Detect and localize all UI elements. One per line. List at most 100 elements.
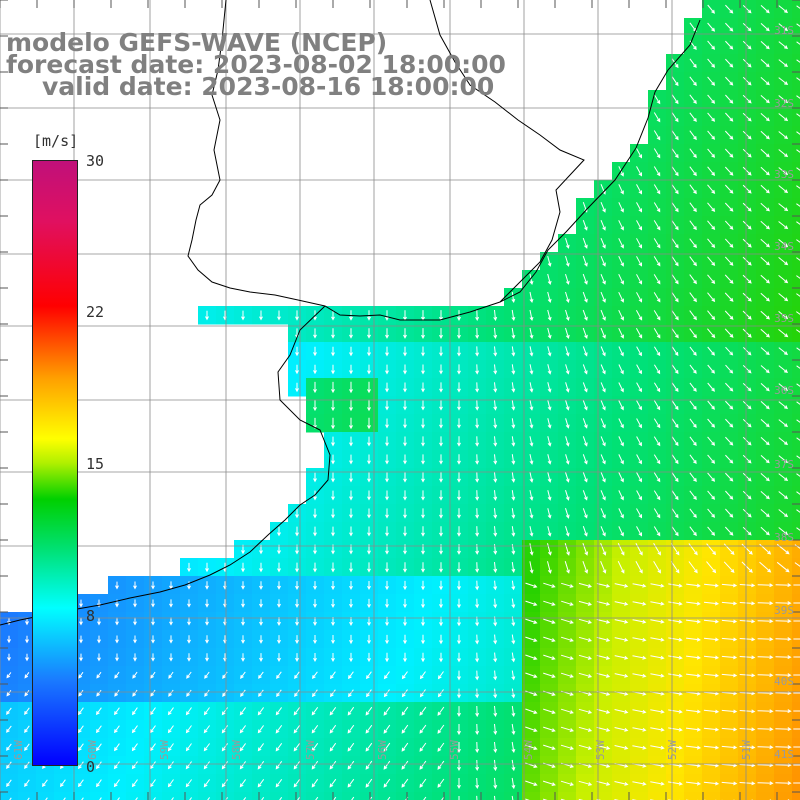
wind-vector-arrow [636, 220, 642, 231]
wind-vector-arrow [671, 256, 679, 267]
wind-speed-cell [792, 216, 800, 235]
wind-speed-cell [792, 18, 800, 37]
wind-speed-cell [774, 792, 793, 800]
wind-vector-arrow [401, 778, 409, 788]
wind-speed-cell [72, 792, 91, 800]
wind-vector-arrow [439, 382, 443, 393]
wind-vector-arrow [796, 527, 800, 531]
wind-vector-arrow [760, 95, 770, 104]
wind-vector-arrow [511, 309, 516, 322]
wind-vector-arrow [614, 601, 629, 606]
wind-vector-arrow [511, 598, 516, 609]
longitude-label: 52W [666, 740, 679, 760]
wind-vector-arrow [739, 655, 756, 660]
wind-vector-arrow [565, 526, 570, 537]
wind-vector-arrow [437, 689, 444, 698]
wind-vector-arrow [525, 654, 538, 660]
wind-vector-arrow [653, 220, 661, 231]
wind-vector-arrow [525, 672, 538, 678]
wind-vector-arrow [778, 257, 789, 266]
wind-vector-arrow [707, 436, 716, 446]
wind-vector-arrow [6, 779, 12, 788]
wind-vector-arrow [221, 707, 229, 716]
wind-vector-arrow [725, 94, 734, 104]
wind-vector-arrow [313, 635, 317, 645]
wind-vector-arrow [760, 365, 770, 374]
wind-vector-arrow [689, 256, 697, 267]
wind-vector-arrow [311, 760, 319, 770]
wind-vector-arrow [547, 364, 552, 375]
wind-vector-arrow [367, 562, 371, 573]
wind-vector-arrow [275, 743, 283, 752]
wind-vector-arrow [329, 760, 337, 770]
wind-vector-arrow [185, 779, 193, 788]
wind-vector-arrow [529, 346, 534, 357]
wind-vector-arrow [739, 673, 756, 678]
wind-vector-arrow [596, 654, 611, 660]
wind-vector-arrow [565, 255, 570, 267]
wind-vector-arrow [561, 582, 574, 588]
wind-vector-arrow [725, 22, 734, 32]
wind-vector-arrow [560, 618, 574, 624]
wind-vector-arrow [295, 617, 299, 626]
wind-vector-arrow [778, 527, 789, 536]
wind-vector-arrow [331, 653, 335, 663]
wind-vector-arrow [403, 400, 407, 411]
wind-vector-arrow [778, 347, 789, 356]
wind-vector-arrow [457, 580, 461, 591]
wind-vector-arrow [385, 562, 389, 573]
wind-vector-arrow [653, 256, 661, 267]
wind-vector-arrow [529, 309, 534, 321]
wind-vector-arrow [131, 779, 138, 788]
wind-vector-arrow [207, 797, 211, 800]
wind-speed-cell [792, 360, 800, 379]
wind-vector-arrow [671, 454, 679, 465]
wind-vector-arrow [618, 364, 624, 375]
wind-vector-arrow [367, 436, 371, 447]
wind-vector-arrow [742, 364, 752, 374]
wind-vector-arrow [419, 706, 427, 716]
wind-vector-arrow [185, 725, 192, 734]
wind-vector-arrow [297, 796, 301, 800]
wind-vector-arrow [721, 745, 738, 750]
wind-vector-arrow [167, 743, 174, 752]
wind-vector-arrow [203, 707, 210, 716]
wind-vector-arrow [277, 635, 281, 644]
wind-vector-arrow [257, 707, 265, 716]
wind-vector-arrow [618, 291, 624, 303]
wind-vector-arrow [95, 779, 102, 788]
wind-vector-arrow [582, 508, 588, 519]
longitude-label: 60W [86, 740, 99, 760]
wind-vector-arrow [671, 328, 679, 339]
wind-vector-arrow [365, 689, 372, 698]
wind-vector-arrow [760, 202, 770, 212]
wind-vector-arrow [757, 727, 774, 732]
wind-vector-arrow [671, 58, 679, 69]
wind-vector-arrow [403, 382, 407, 393]
wind-vector-arrow [760, 347, 770, 356]
wind-vector-arrow [365, 671, 372, 680]
wind-vector-arrow [458, 796, 460, 800]
wind-vector-arrow [670, 561, 680, 574]
wind-vector-arrow [365, 706, 373, 716]
wind-vector-arrow [277, 653, 281, 662]
wind-vector-arrow [618, 273, 624, 285]
wind-vector-arrow [635, 328, 643, 339]
wind-vector-arrow [600, 364, 606, 375]
wind-vector-arrow [385, 310, 389, 321]
wind-vector-arrow [742, 40, 752, 50]
wind-vector-arrow [796, 311, 800, 315]
wind-vector-arrow [671, 472, 679, 483]
wind-vector-arrow [383, 742, 391, 752]
wind-vector-arrow [600, 454, 606, 465]
longitude-label: 59W [158, 740, 171, 760]
wind-vector-arrow [437, 742, 445, 752]
latitude-label: 35S [774, 312, 794, 325]
wind-vector-arrow [543, 744, 556, 750]
wind-vector-arrow [671, 508, 679, 519]
wind-vector-arrow [511, 759, 516, 772]
wind-vector-arrow [132, 671, 138, 679]
wind-vector-arrow [760, 526, 770, 536]
wind-vector-arrow [9, 797, 12, 800]
wind-vector-arrow [723, 561, 735, 573]
